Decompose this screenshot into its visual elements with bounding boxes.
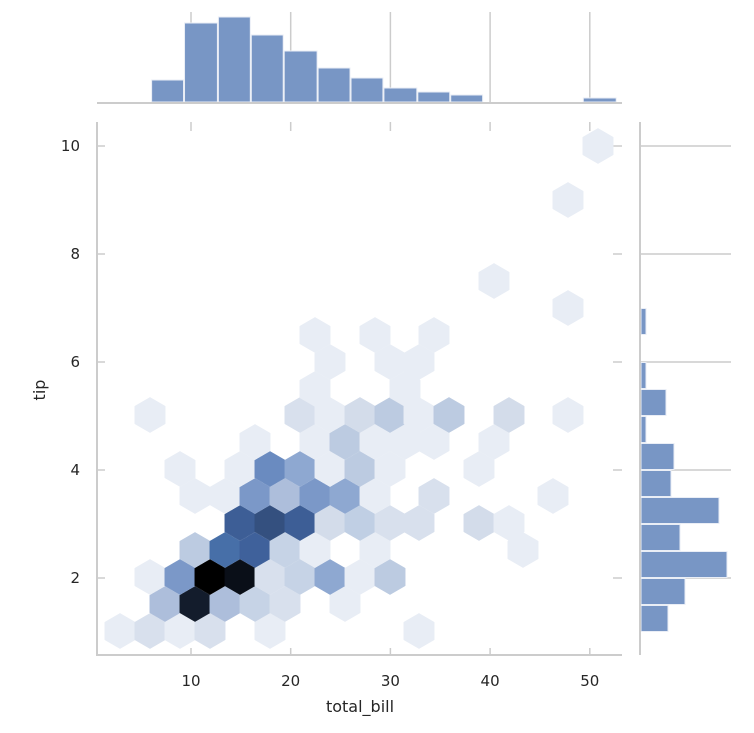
marginal-y-histogram xyxy=(613,122,731,655)
y-tick-label: 8 xyxy=(70,245,80,263)
hexbin-cell xyxy=(403,613,435,649)
top-hist-bar xyxy=(317,67,351,103)
hexbin-cell xyxy=(493,397,525,433)
hexbin-cell xyxy=(254,613,286,649)
hexbin-cell xyxy=(493,505,525,541)
top-hist-bar xyxy=(283,50,318,103)
hexbin-cell xyxy=(299,317,331,353)
hexbin-cell xyxy=(359,532,391,568)
top-hist-bars xyxy=(151,16,617,103)
top-hist-bar xyxy=(417,91,451,103)
top-hist-bar xyxy=(250,34,284,103)
marginal-x-histogram xyxy=(97,12,622,131)
hexbin-cell xyxy=(104,613,136,649)
hexbin-cell xyxy=(164,451,196,487)
hexbin-cell xyxy=(463,451,495,487)
hexbin-plot: 10 20 30 40 50 2 4 6 8 10 total_bill tip xyxy=(30,122,622,717)
top-hist-bar xyxy=(350,77,384,103)
hexbin-cell xyxy=(537,478,569,514)
hexbin-cell xyxy=(239,424,271,460)
hexbin-cell xyxy=(582,128,614,164)
top-hist-bar xyxy=(450,94,484,103)
x-axis-label: total_bill xyxy=(326,697,394,717)
hexbin-cell xyxy=(299,532,331,568)
hexbin-cell xyxy=(329,586,361,622)
hexbin-cell xyxy=(463,505,495,541)
right-hist-bar xyxy=(640,443,675,470)
hexbin-cell xyxy=(418,424,450,460)
x-tick-label: 40 xyxy=(481,672,500,690)
hexbin-cell xyxy=(359,478,391,514)
y-tick-label: 10 xyxy=(61,137,80,155)
y-axis-ticks: 2 4 6 8 10 xyxy=(61,137,105,587)
hexbin-cell xyxy=(389,371,421,407)
x-tick-label: 10 xyxy=(181,672,200,690)
y-tick-label: 4 xyxy=(70,461,80,479)
hexbin-cell xyxy=(418,478,450,514)
hexbin-cell xyxy=(403,505,435,541)
right-hist-bar xyxy=(640,497,720,524)
hexbin-cell xyxy=(299,371,331,407)
x-tick-label: 50 xyxy=(580,672,599,690)
x-tick-label: 30 xyxy=(381,672,400,690)
hexbin-cell xyxy=(359,317,391,353)
hexbin-cell xyxy=(314,344,346,380)
hexbin-cell xyxy=(134,397,166,433)
hexbin-cells xyxy=(104,128,614,649)
x-tick-label: 20 xyxy=(281,672,300,690)
y-tick-label: 2 xyxy=(70,569,80,587)
hexbin-cell xyxy=(418,317,450,353)
y-axis-label: tip xyxy=(30,380,49,401)
hexbin-cell xyxy=(433,397,465,433)
top-hist-bar xyxy=(151,79,185,103)
hexbin-cell xyxy=(552,397,584,433)
right-hist-bar xyxy=(640,416,647,443)
right-hist-bar xyxy=(640,470,672,497)
right-hist-bar xyxy=(640,308,647,335)
hexbin-cell xyxy=(552,182,584,218)
right-hist-bar xyxy=(640,605,669,632)
right-hist-bar xyxy=(640,524,681,551)
top-hist-bar xyxy=(184,22,218,103)
x-axis-ticks: 10 20 30 40 50 xyxy=(181,648,599,690)
hexbin-cell xyxy=(374,559,406,595)
hexbin-cell xyxy=(269,586,301,622)
right-hist-bars xyxy=(640,308,728,632)
hexbin-cell xyxy=(478,263,510,299)
right-hist-bar xyxy=(640,578,686,605)
hexbin-cell xyxy=(552,290,584,326)
top-hist-bar xyxy=(217,16,251,103)
hexbin-cell xyxy=(478,424,510,460)
right-hist-bar xyxy=(640,389,667,416)
y-tick-label: 6 xyxy=(70,353,80,371)
hexbin-cell xyxy=(194,613,226,649)
hexbin-cell xyxy=(507,532,539,568)
hexbin-cell xyxy=(374,451,406,487)
top-hist-bar xyxy=(582,97,617,103)
hexbin-cell xyxy=(403,344,435,380)
top-hist-bar xyxy=(383,87,418,103)
right-hist-bar xyxy=(640,551,728,578)
right-hist-bar xyxy=(640,362,647,389)
